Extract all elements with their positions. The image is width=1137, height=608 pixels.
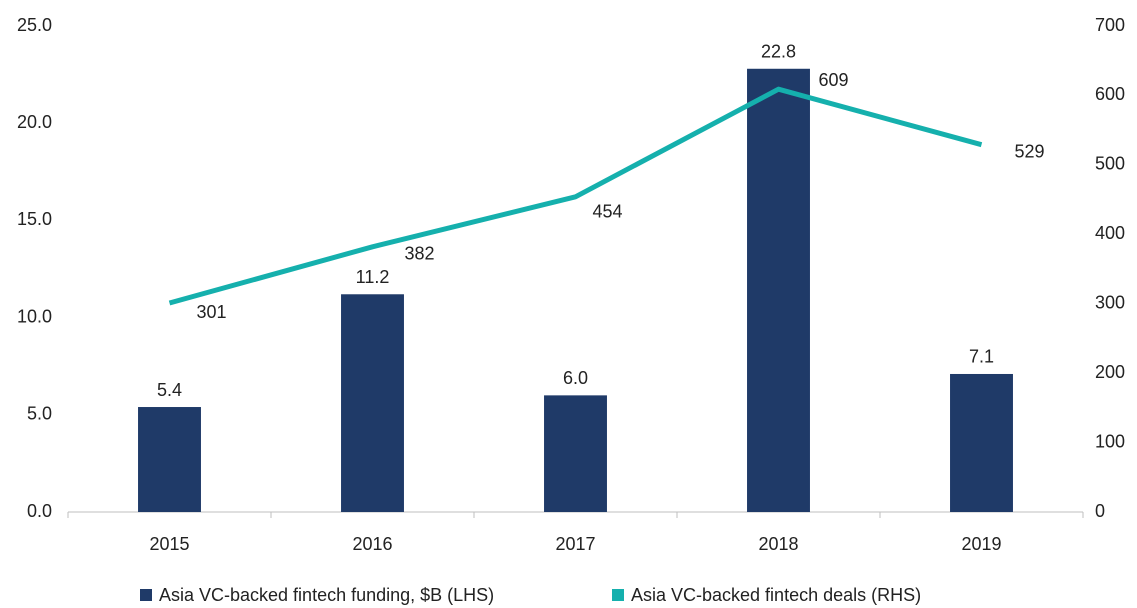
line-value-label: 454 [592, 202, 622, 222]
legend-label: Asia VC-backed fintech funding, $B (LHS) [159, 585, 494, 605]
legend-swatch [140, 589, 152, 601]
y-tick-label: 0.0 [27, 501, 52, 521]
y2-tick-label: 500 [1095, 154, 1125, 174]
y2-tick-label: 100 [1095, 431, 1125, 451]
bar-value-label: 7.1 [969, 347, 994, 367]
bar [747, 68, 810, 512]
bar-value-label: 5.4 [157, 380, 182, 400]
bar [544, 395, 607, 512]
y-tick-label: 20.0 [17, 112, 52, 132]
line-value-label: 529 [1014, 141, 1044, 161]
x-tick-label: 2016 [352, 534, 392, 554]
bar-value-label: 22.8 [761, 42, 796, 62]
x-tick-label: 2017 [555, 534, 595, 554]
y2-tick-label: 200 [1095, 362, 1125, 382]
line-value-label: 609 [818, 70, 848, 90]
bar [950, 373, 1013, 512]
y2-tick-label: 0 [1095, 501, 1105, 521]
bar-value-label: 6.0 [563, 368, 588, 388]
y-tick-label: 10.0 [17, 306, 52, 326]
y2-tick-label: 600 [1095, 84, 1125, 104]
x-tick-label: 2019 [961, 534, 1001, 554]
x-tick-label: 2018 [758, 534, 798, 554]
bar [341, 294, 404, 512]
y2-tick-label: 400 [1095, 223, 1125, 243]
x-tick-label: 2015 [149, 534, 189, 554]
line-value-label: 301 [196, 302, 226, 322]
line [168, 86, 983, 306]
bar [138, 407, 201, 512]
y2-tick-label: 300 [1095, 292, 1125, 312]
legend-swatch [612, 589, 624, 601]
bar-value-label: 11.2 [356, 267, 390, 287]
y2-tick-label: 700 [1095, 15, 1125, 35]
y-tick-label: 25.0 [17, 15, 52, 35]
y-tick-label: 15.0 [17, 209, 52, 229]
line-value-label: 382 [404, 244, 434, 264]
y-tick-label: 5.0 [27, 404, 52, 424]
legend-label: Asia VC-backed fintech deals (RHS) [631, 585, 921, 605]
